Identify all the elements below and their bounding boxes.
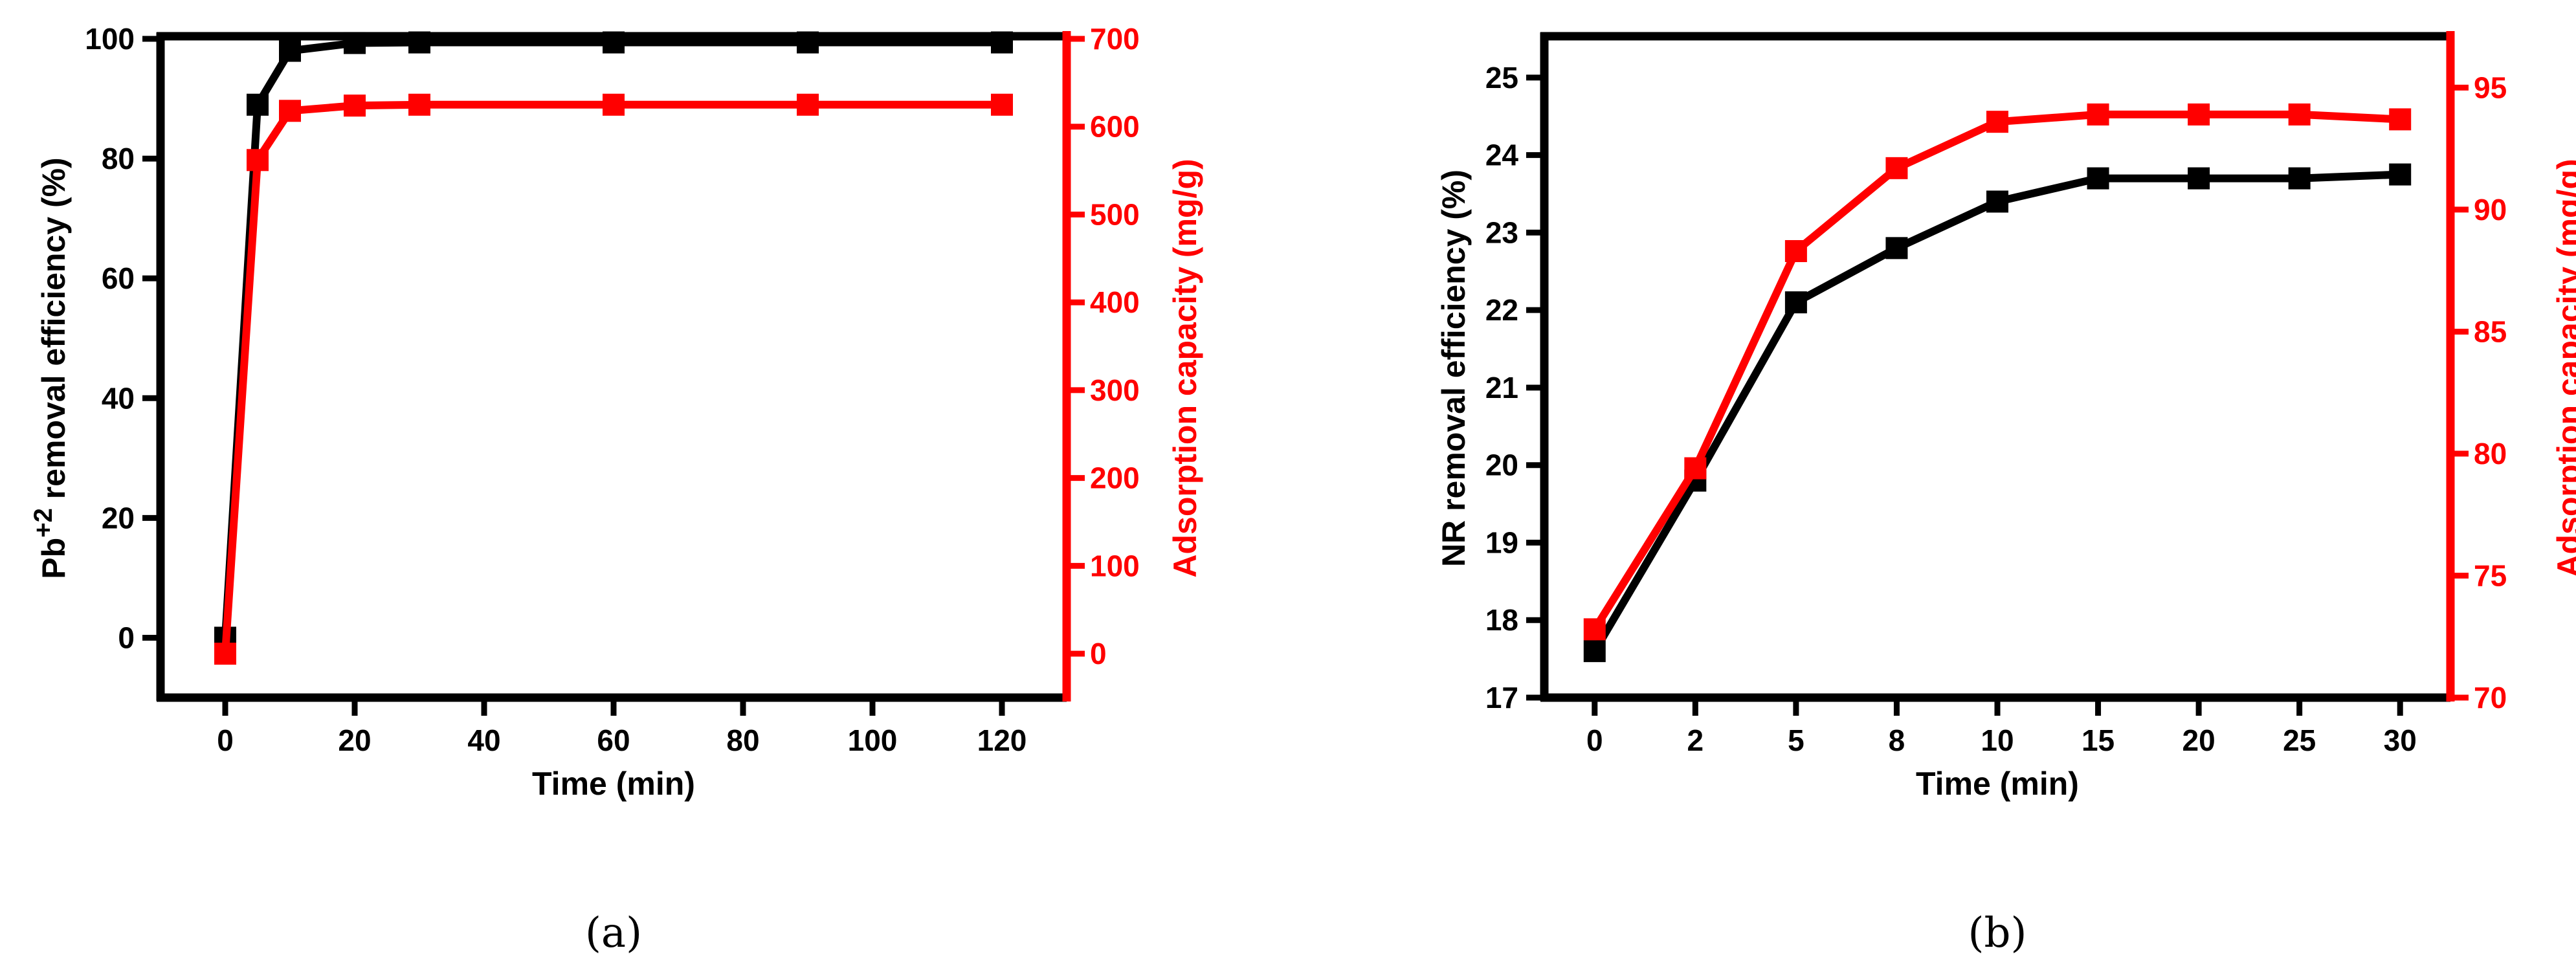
panel-a-series-adsorption-capacity-point <box>408 93 430 116</box>
panel-a-series-removal-efficiency-point <box>247 93 269 116</box>
panel-b-series-removal-efficiency-point <box>2087 167 2109 190</box>
panel-b-y-axis-title-left: NR removal efficiency (%) <box>1436 170 1472 567</box>
panel-b-y-axis-title-main: NR removal efficiency (%) <box>1436 170 1472 567</box>
panel-b-ytick-left-label: 25 <box>1485 61 1518 94</box>
chart-panel-a: 0 20 40 60 80 100 0 100 200 300 400 500 600 700 0 20 40 6… <box>29 22 1203 957</box>
panel-a-series-adsorption-capacity-point <box>279 100 301 122</box>
panel-b-ytick-left-label: 21 <box>1485 371 1518 404</box>
panel-a-series-removal-efficiency-point <box>991 31 1013 54</box>
panel-a-xtick-label: 0 <box>217 723 234 757</box>
panel-b-xtick-label: 10 <box>1981 723 2014 757</box>
panel-a-xtick-label: 80 <box>726 723 759 757</box>
panel-a-series-removal-efficiency-point <box>603 31 625 54</box>
panel-a-x-axis-title: Time (min) <box>532 766 695 802</box>
panel-b-ytick-left-label: 20 <box>1485 448 1518 482</box>
panel-b-ytick-right-label: 75 <box>2474 558 2507 592</box>
panel-b-series-removal-efficiency-point <box>1583 640 1606 663</box>
panel-a-y-axis-title-main: Pb <box>36 538 72 579</box>
panel-a-ytick-left-label: 20 <box>102 501 135 535</box>
panel-a-series-adsorption-capacity-point <box>214 643 236 665</box>
panel-b-series-adsorption-capacity-point <box>1583 618 1606 641</box>
panel-b-xtick-label: 20 <box>2182 723 2215 757</box>
panel-a-label: (a) <box>585 909 642 957</box>
panel-a-series-adsorption-capacity-point <box>603 93 625 116</box>
panel-a-series-adsorption-capacity-point <box>797 93 819 116</box>
panel-b-series-adsorption-capacity-point <box>2087 103 2109 126</box>
panel-b-series-adsorption-capacity-point <box>2389 108 2412 131</box>
panel-a-ytick-left-label: 40 <box>102 381 135 415</box>
panel-a-series-adsorption-capacity-line <box>221 100 1002 654</box>
panel-b-series-removal-efficiency-point <box>2389 163 2412 186</box>
panel-b-ytick-right-label: 95 <box>2474 71 2507 104</box>
panel-a-y-axis-title-sup: +2 <box>29 508 58 538</box>
panel-a-ytick-right-label: 600 <box>1090 110 1140 144</box>
panel-a-series-removal-efficiency-point <box>344 32 366 54</box>
panel-b-xtick-label: 0 <box>1586 723 1603 757</box>
panel-a-ytick-right-label: 0 <box>1090 637 1107 670</box>
panel-a-series-adsorption-capacity-point <box>247 149 269 171</box>
panel-a-series-removal-efficiency-point <box>797 31 819 54</box>
panel-b-series-removal-efficiency-point <box>2188 167 2210 190</box>
panel-a-ytick-right-label: 500 <box>1090 197 1140 231</box>
panel-a-y-axis-title-rest: removal efficiency (%) <box>36 157 72 508</box>
panel-b-series-adsorption-capacity-point <box>1784 240 1807 263</box>
panel-b-series-removal-efficiency-point <box>1986 190 2008 213</box>
panel-b-series-removal-efficiency-point <box>2288 167 2311 190</box>
panel-b-xtick-label: 25 <box>2283 723 2316 757</box>
panel-b-series-removal-efficiency-point <box>1885 237 1908 260</box>
panel-b-xtick-label: 8 <box>1889 723 1905 757</box>
panel-b-series-adsorption-capacity-point <box>1986 111 2008 133</box>
panel-a-ytick-right-label: 400 <box>1090 285 1140 319</box>
panel-b-xtick-label: 15 <box>2082 723 2115 757</box>
panel-b-ytick-left-label: 23 <box>1485 215 1518 249</box>
panel-a-y-axis-title-left: Pb+2 removal efficiency (%) <box>29 157 72 579</box>
panel-b-ytick-left-label: 18 <box>1485 603 1518 637</box>
panel-b-xtick-label: 2 <box>1687 723 1704 757</box>
panel-a-ytick-left-label: 0 <box>118 621 135 654</box>
panel-b-xtick-label: 30 <box>2384 723 2417 757</box>
panel-b-ytick-left-label: 24 <box>1485 138 1519 172</box>
panel-b-series-adsorption-capacity-point <box>2188 103 2210 126</box>
panel-b-y-axis-title-right: Adsorption capacity (mg/g) <box>2551 159 2576 577</box>
panel-b-ytick-left-label: 17 <box>1485 681 1518 714</box>
panel-a-ytick-left-label: 100 <box>85 22 135 56</box>
panel-b-series-removal-efficiency-line <box>1591 170 2401 654</box>
panel-a-series-removal-efficiency-point <box>408 31 430 54</box>
panel-b-ytick-right-label: 80 <box>2474 437 2507 470</box>
panel-a-ytick-right-label: 100 <box>1090 549 1140 582</box>
panel-b-series-removal-efficiency-point <box>1784 291 1807 314</box>
panel-a-xtick-label: 20 <box>338 723 371 757</box>
panel-a-ytick-left-label: 60 <box>102 261 135 295</box>
panel-b-series-adsorption-capacity-point <box>1885 157 1908 179</box>
panel-b-label: (b) <box>1968 909 2027 957</box>
panel-a-ytick-left-label: 80 <box>102 142 135 175</box>
panel-b-ytick-left-label: 19 <box>1485 525 1518 559</box>
panel-b-xtick-label: 5 <box>1788 723 1804 757</box>
panel-a-series-adsorption-capacity-point <box>344 94 366 117</box>
panel-a-ytick-right-label: 700 <box>1090 22 1140 56</box>
panel-b-series-adsorption-capacity-point <box>2288 103 2311 126</box>
panel-b-ytick-left-label: 22 <box>1485 293 1518 327</box>
panel-a-xtick-label: 40 <box>467 723 500 757</box>
panel-a-xtick-label: 100 <box>848 723 898 757</box>
panel-a-series-removal-efficiency-point <box>279 39 301 62</box>
panel-a-y-axis-title-right: Adsorption capacity (mg/g) <box>1167 159 1203 577</box>
panel-b-series-adsorption-capacity-point <box>1684 457 1707 480</box>
panel-a-ytick-right-label: 300 <box>1090 373 1140 407</box>
panel-a-series-removal-efficiency-line <box>221 38 1002 638</box>
panel-a-ytick-right-label: 200 <box>1090 461 1140 495</box>
panel-b-ytick-right-label: 90 <box>2474 193 2507 226</box>
panel-b-ytick-right-label: 85 <box>2474 315 2507 348</box>
panel-b-x-axis-title: Time (min) <box>1916 766 2079 802</box>
panel-a-xtick-label: 60 <box>597 723 630 757</box>
panel-a-series-adsorption-capacity-point <box>991 93 1013 116</box>
panel-a-xtick-label: 120 <box>977 723 1027 757</box>
panel-b-ytick-right-label: 70 <box>2474 681 2507 714</box>
